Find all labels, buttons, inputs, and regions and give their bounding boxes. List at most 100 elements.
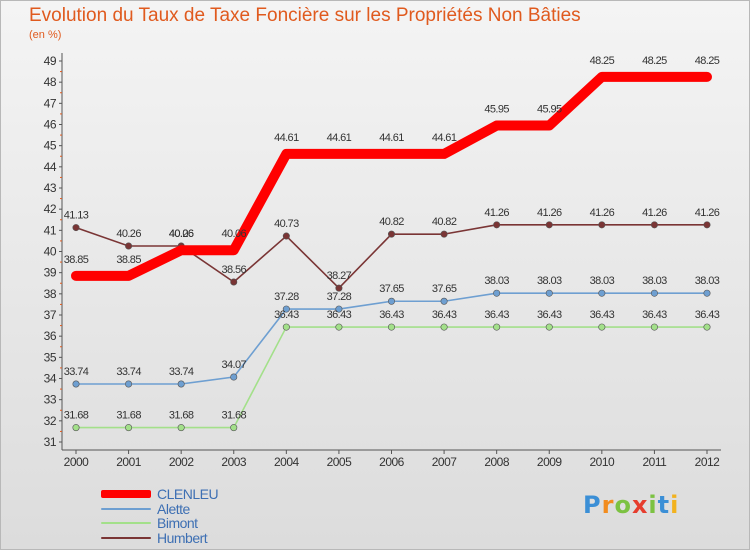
y-tick-label: 33 — [44, 393, 57, 407]
legend-swatch — [101, 507, 151, 510]
data-point-bimont — [282, 323, 290, 331]
data-point-alette — [598, 289, 606, 297]
data-label-humbert: 40.73 — [274, 218, 299, 230]
data-label-alette: 38.03 — [695, 275, 720, 287]
data-point-alette — [440, 297, 448, 305]
chart-data-labels: 38.85 38.85 40.06 40.06 44.61 44.61 44.61 44.61… — [64, 55, 721, 422]
data-point-bimont — [650, 323, 658, 331]
y-tick-label: 40 — [44, 245, 57, 259]
data-point-bimont — [440, 323, 448, 331]
data-label-humbert: 41.26 — [695, 207, 720, 219]
logo-letter: t — [657, 491, 671, 519]
data-label-humbert: 40.26 — [169, 228, 194, 240]
y-tick-label: 41 — [44, 223, 57, 237]
y-tick-label: 49 — [44, 54, 57, 68]
data-point-alette — [650, 289, 658, 297]
data-label-bimont: 36.43 — [590, 309, 615, 321]
x-tick-label: 2002 — [169, 455, 195, 469]
data-point-bimont — [177, 424, 185, 432]
series-line-clenleu — [71, 71, 712, 281]
data-point-humbert — [387, 230, 395, 238]
data-label-alette: 38.03 — [642, 275, 667, 287]
data-label-alette: 37.28 — [274, 291, 299, 303]
data-point-alette — [125, 380, 133, 388]
data-label-clenleu: 44.61 — [432, 132, 457, 144]
data-label-bimont: 36.43 — [484, 309, 509, 321]
data-label-bimont: 36.43 — [274, 309, 299, 321]
data-point-alette — [230, 373, 238, 381]
data-point-humbert — [440, 230, 448, 238]
data-label-humbert: 40.82 — [379, 216, 404, 228]
data-label-clenleu: 44.61 — [327, 132, 352, 144]
x-tick-label: 2010 — [589, 455, 615, 469]
data-label-humbert: 38.56 — [221, 264, 246, 276]
chart-title: Evolution du Taux de Taxe Foncière sur l… — [29, 5, 581, 26]
data-label-clenleu: 45.95 — [484, 104, 509, 116]
data-label-clenleu: 48.25 — [590, 55, 615, 67]
data-point-alette — [545, 289, 553, 297]
data-label-clenleu: 44.61 — [274, 132, 299, 144]
data-label-alette: 37.65 — [379, 283, 404, 295]
logo-letter: P — [583, 491, 602, 519]
chart-unit: (en %) — [29, 29, 62, 41]
y-tick-label: 32 — [44, 414, 57, 428]
data-point-alette — [387, 297, 395, 305]
data-label-alette: 38.03 — [537, 275, 562, 287]
chart-series — [71, 71, 712, 432]
data-point-humbert — [72, 224, 80, 232]
data-point-bimont — [493, 323, 501, 331]
y-tick-label: 31 — [44, 435, 57, 449]
data-label-clenleu: 45.95 — [537, 104, 562, 116]
data-label-clenleu: 44.61 — [379, 132, 404, 144]
legend-label: CLENLEU — [157, 486, 219, 502]
data-point-bimont — [703, 323, 711, 331]
legend-swatch — [101, 490, 151, 498]
data-label-alette: 34.07 — [221, 359, 246, 371]
logo-letter: i — [670, 491, 680, 519]
y-tick-label: 35 — [44, 350, 57, 364]
y-tick-label: 34 — [44, 372, 57, 386]
chart-axes: 31 32 33 34 35 36 37 38 39 40 41 42 43 44 45 46 47 48 49 20… — [44, 53, 721, 469]
data-label-clenleu: 40.06 — [221, 228, 246, 240]
y-tick-label: 46 — [44, 118, 57, 132]
data-label-bimont: 36.43 — [695, 309, 720, 321]
data-point-alette — [72, 380, 80, 388]
data-label-bimont: 36.43 — [432, 309, 457, 321]
data-label-bimont: 31.68 — [64, 410, 89, 422]
data-label-clenleu: 48.25 — [695, 55, 720, 67]
data-point-humbert — [650, 221, 658, 229]
data-label-humbert: 41.26 — [642, 207, 667, 219]
data-label-clenleu: 38.85 — [64, 254, 89, 266]
data-label-clenleu: 48.25 — [642, 55, 667, 67]
data-label-humbert: 41.26 — [484, 207, 509, 219]
data-label-alette: 37.65 — [432, 283, 457, 295]
logo-letter: i — [648, 491, 658, 519]
data-point-bimont — [598, 323, 606, 331]
data-point-alette — [282, 305, 290, 313]
data-point-humbert — [282, 232, 290, 240]
y-tick-label: 47 — [44, 96, 57, 110]
data-label-bimont: 36.43 — [537, 309, 562, 321]
data-label-humbert: 38.27 — [327, 270, 352, 282]
x-tick-label: 2012 — [695, 455, 721, 469]
data-point-alette — [335, 305, 343, 313]
legend-swatch — [101, 536, 151, 539]
data-label-humbert: 40.26 — [116, 228, 141, 240]
data-point-bimont — [387, 323, 395, 331]
data-label-alette: 37.28 — [327, 291, 352, 303]
data-label-bimont: 31.68 — [169, 410, 194, 422]
x-tick-label: 2011 — [643, 455, 668, 469]
data-point-humbert — [598, 221, 606, 229]
y-tick-label: 38 — [44, 287, 57, 301]
x-tick-label: 2000 — [64, 455, 90, 469]
data-label-alette: 38.03 — [590, 275, 615, 287]
y-tick-label: 45 — [44, 139, 57, 153]
data-point-bimont — [72, 424, 80, 432]
data-point-bimont — [230, 424, 238, 432]
data-point-humbert — [703, 221, 711, 229]
y-tick-label: 39 — [44, 266, 57, 280]
data-label-alette: 33.74 — [169, 366, 194, 378]
y-tick-label: 43 — [44, 181, 57, 195]
